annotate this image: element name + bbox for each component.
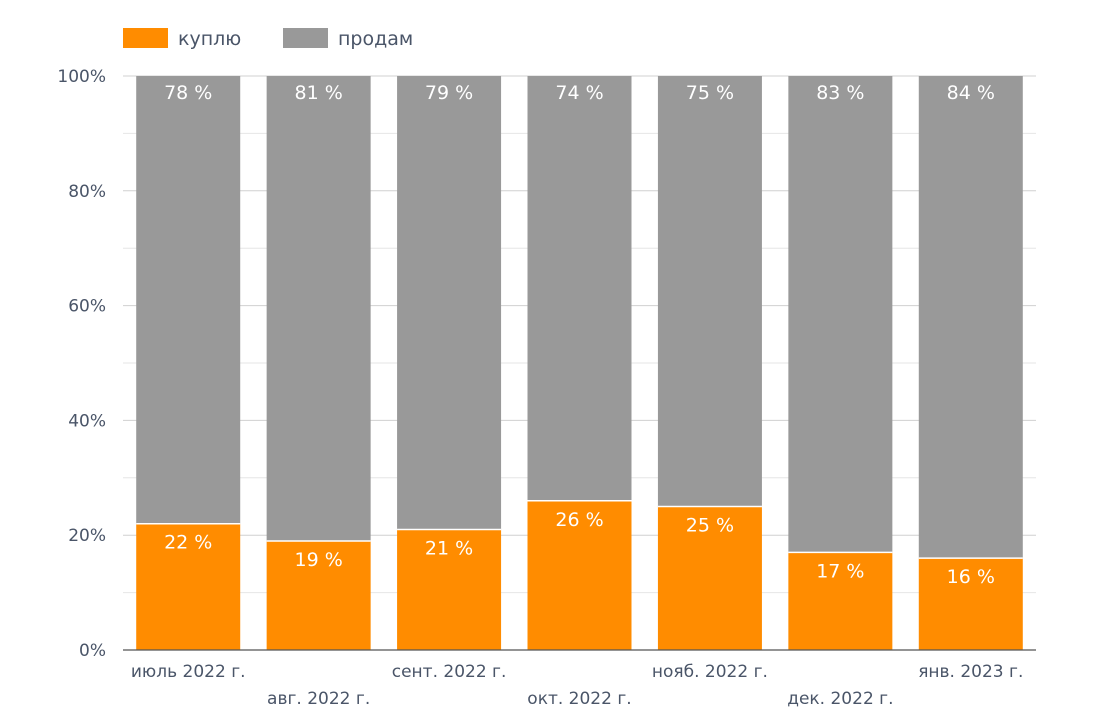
legend-swatch [283, 28, 328, 48]
data-label-buy: 26 % [555, 509, 603, 531]
data-label-sell: 75 % [686, 82, 734, 104]
data-label-buy: 16 % [947, 566, 995, 588]
data-label-sell: 74 % [555, 82, 603, 104]
bar-segment-buy [918, 558, 1023, 650]
bar-segment-sell [136, 76, 241, 524]
legend-swatch [123, 28, 168, 48]
bar-segment-buy [397, 529, 502, 650]
axis-layer: 0% 20% 40% 60% 80% 100% июль 2022 г. авг. 2022 … [57, 67, 1036, 709]
y-tick-label: 80% [68, 182, 106, 202]
y-tick-label: 0% [79, 641, 106, 661]
y-tick-label: 60% [68, 297, 106, 317]
data-label-buy: 17 % [816, 560, 864, 582]
bar-segment-buy [527, 500, 632, 650]
data-label-sell: 84 % [947, 82, 995, 104]
x-tick-label: нояб. 2022 г. [652, 662, 768, 682]
bar-segment-sell [397, 76, 502, 530]
legend-label: продам [338, 28, 413, 50]
bar-segment-sell [788, 76, 893, 553]
y-tick-label: 40% [68, 411, 106, 431]
bar-segment-buy [788, 552, 893, 650]
bar-segment-sell [918, 76, 1023, 559]
bar-segment-sell [266, 76, 371, 541]
x-tick-label: сент. 2022 г. [392, 662, 507, 682]
data-label-buy: 25 % [686, 515, 734, 537]
legend: куплю продам [123, 28, 413, 50]
bar-segment-sell [657, 76, 762, 507]
x-tick-label: июль 2022 г. [131, 662, 246, 682]
x-tick-label: окт. 2022 г. [527, 689, 631, 709]
data-label-sell: 83 % [816, 82, 864, 104]
x-tick-label: авг. 2022 г. [267, 689, 370, 709]
data-label-sell: 79 % [425, 82, 473, 104]
data-label-buy: 19 % [295, 549, 343, 571]
legend-label: куплю [178, 28, 241, 50]
bar-segment-buy [266, 540, 371, 650]
x-tick-label: янв. 2023 г. [918, 662, 1023, 682]
y-tick-label: 100% [57, 67, 106, 87]
data-label-sell: 78 % [164, 82, 212, 104]
bar-segment-buy [136, 523, 241, 650]
data-label-buy: 21 % [425, 537, 473, 559]
data-label-buy: 22 % [164, 532, 212, 554]
bar-layer: 22 % 78 % 19 % 81 % 21 % 79 % 26 % 74 % 25 % 75 %… [136, 76, 1023, 650]
bar-segment-buy [657, 506, 762, 650]
data-label-sell: 81 % [295, 82, 343, 104]
bar-segment-sell [527, 76, 632, 501]
x-tick-label: дек. 2022 г. [787, 689, 893, 709]
y-tick-label: 20% [68, 526, 106, 546]
